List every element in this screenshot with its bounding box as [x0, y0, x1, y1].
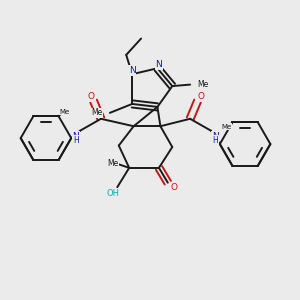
Text: Me: Me [198, 80, 209, 89]
Text: N: N [155, 60, 162, 69]
Text: Me: Me [107, 159, 118, 168]
Text: H: H [73, 136, 79, 145]
Text: Me: Me [221, 124, 232, 130]
Text: Me: Me [91, 108, 102, 117]
Text: H: H [212, 136, 218, 145]
Text: N: N [212, 131, 219, 140]
Text: OH: OH [106, 189, 119, 198]
Text: N: N [72, 131, 79, 140]
Text: O: O [87, 92, 94, 101]
Text: N: N [129, 66, 136, 75]
Text: Me: Me [59, 109, 70, 115]
Text: O: O [197, 92, 204, 101]
Text: O: O [170, 183, 177, 192]
